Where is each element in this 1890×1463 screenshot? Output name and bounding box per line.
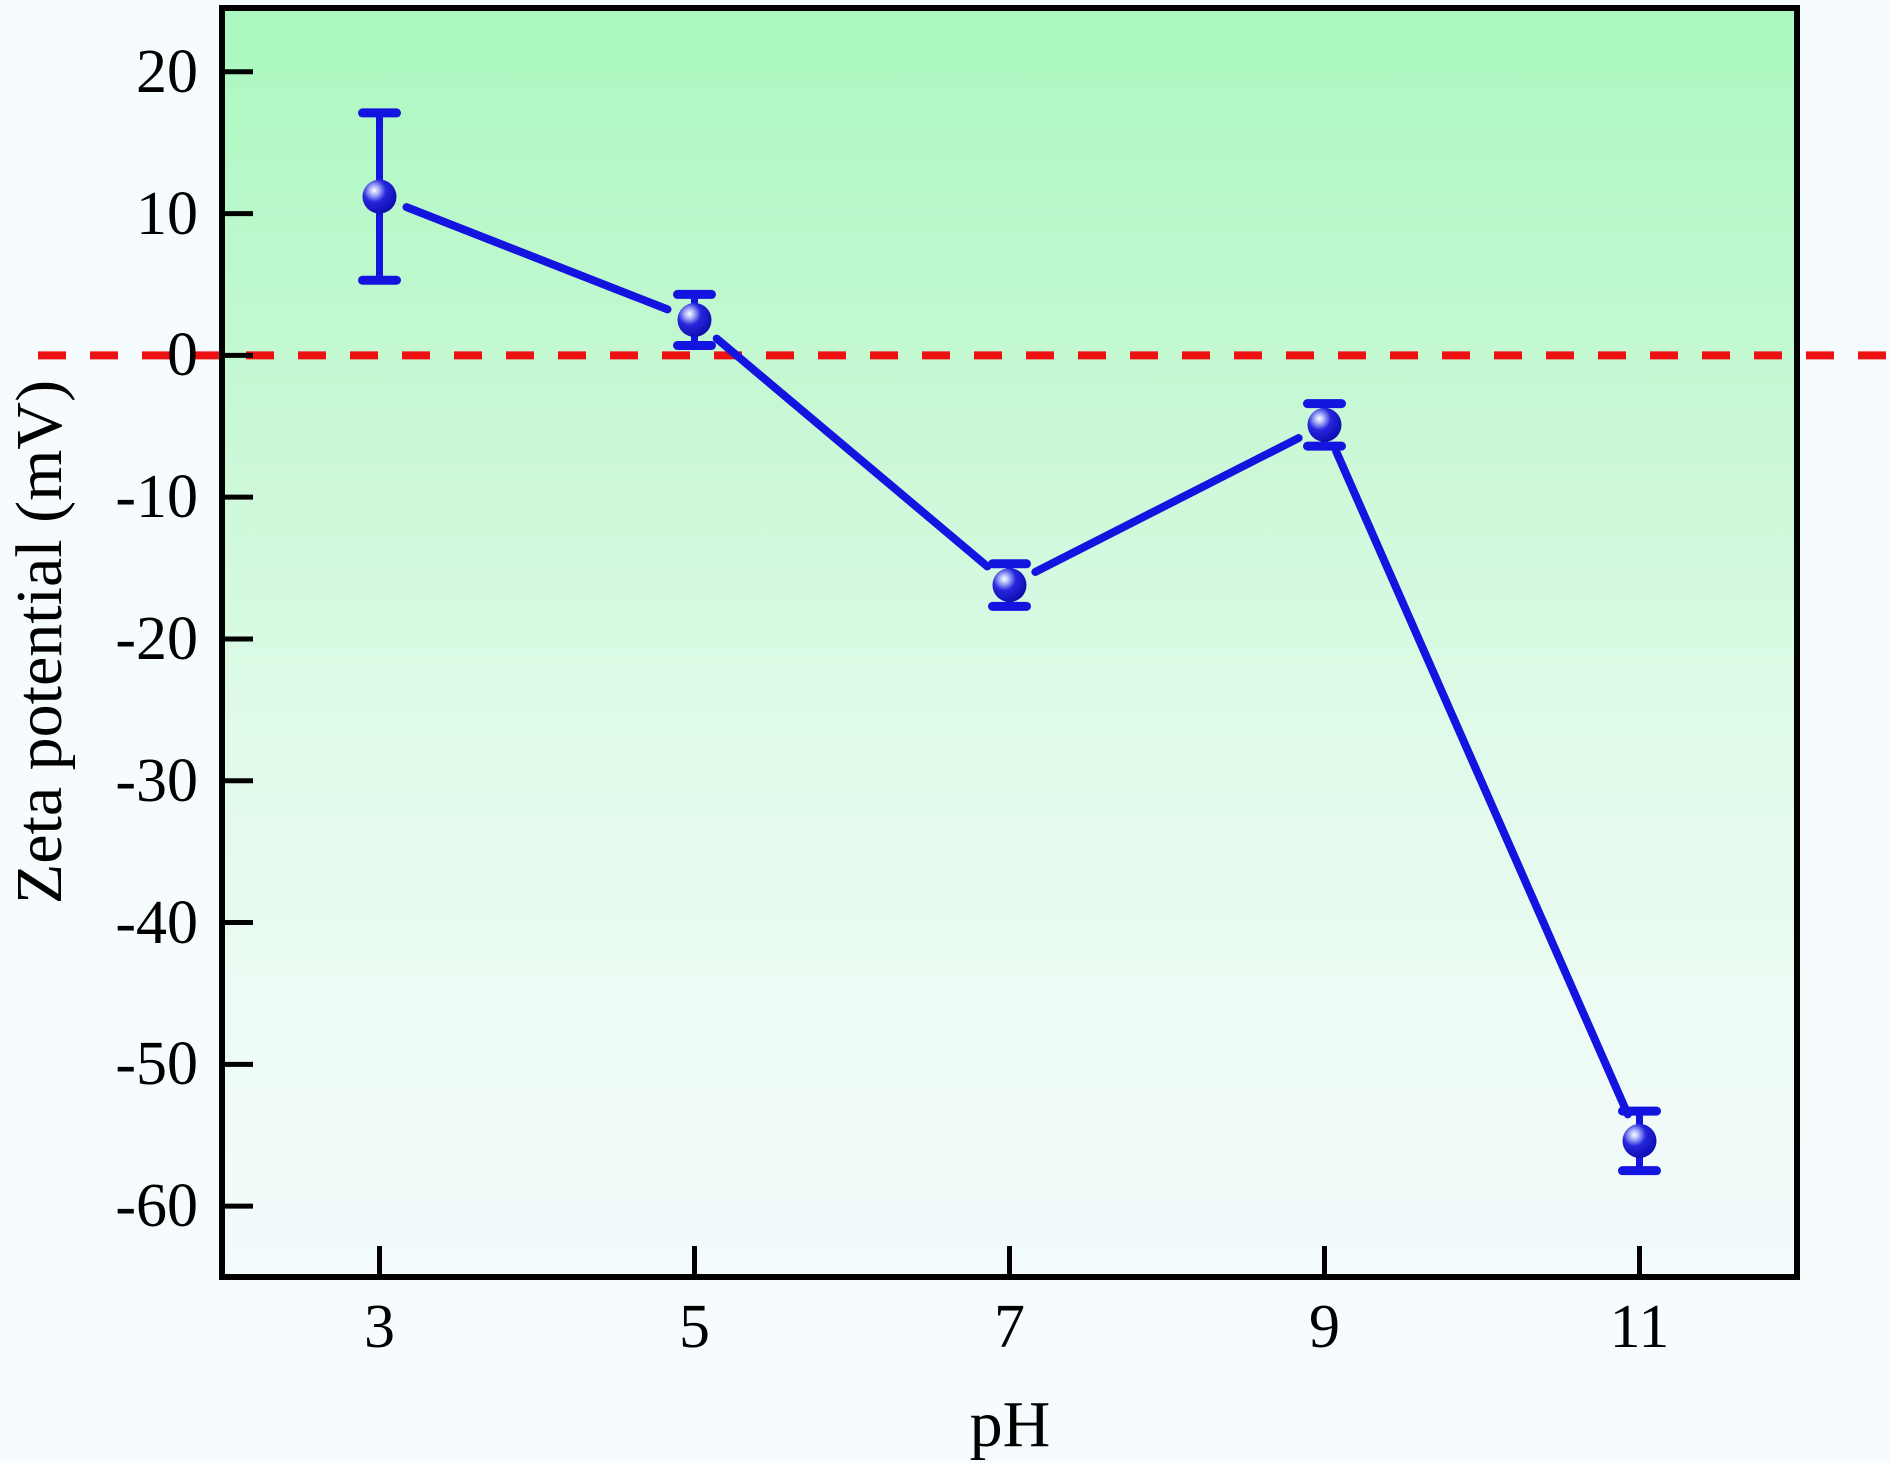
data-point-marker [992, 568, 1027, 603]
plot-frame [219, 5, 1800, 1280]
y-tick-label: 20 [136, 37, 198, 106]
x-tick-label: 9 [1309, 1293, 1340, 1361]
x-tick-label: 11 [1609, 1293, 1670, 1361]
data-point-marker [677, 302, 712, 337]
y-tick-label: 10 [136, 179, 198, 248]
data-point-marker [1622, 1123, 1657, 1158]
y-tick-label: -10 [115, 463, 198, 532]
y-tick-label: 0 [167, 321, 198, 390]
y-axis-title: Zeta potential (mV) [3, 379, 76, 905]
x-tick-label: 7 [994, 1293, 1025, 1361]
x-tick-label: 3 [364, 1293, 395, 1361]
plot-background [222, 8, 1797, 1277]
x-axis-title: pH [969, 1388, 1051, 1461]
y-tick-label: -30 [115, 746, 198, 815]
y-tick-label: -50 [115, 1030, 198, 1099]
data-line-segment [1031, 434, 1303, 576]
y-tick-label: -60 [115, 1172, 198, 1241]
y-tick-label: -40 [115, 888, 198, 957]
x-tick-label: 5 [679, 1293, 710, 1361]
data-point-marker [1307, 407, 1342, 442]
y-tick-label: -20 [115, 604, 198, 673]
data-point-marker [362, 179, 397, 214]
data-line-segment [402, 203, 672, 314]
data-line-segment [712, 334, 992, 571]
data-line-segment [1332, 447, 1632, 1119]
